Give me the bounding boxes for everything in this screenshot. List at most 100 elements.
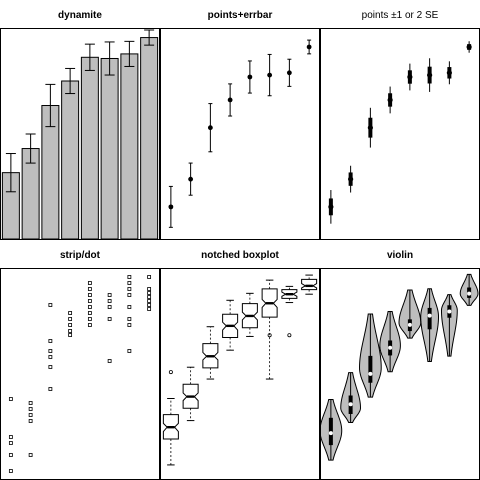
violin-median-point-group-2 — [348, 402, 353, 407]
mean-point-group-4 — [387, 97, 393, 103]
strip-point-group-3 — [48, 339, 53, 343]
strip-point-group-8 — [147, 291, 152, 295]
strip-point-group-1 — [8, 441, 13, 445]
violin-median-point-group-8 — [467, 291, 472, 296]
strip-point-group-5 — [87, 323, 92, 327]
strip-point-group-3 — [48, 365, 53, 369]
strip-point-group-7 — [127, 275, 132, 279]
strip-point-group-8 — [147, 303, 152, 307]
mean-point-group-5 — [407, 74, 413, 80]
strip-point-group-4 — [68, 333, 73, 337]
strip-point-group-1 — [8, 469, 13, 473]
strip-point-group-2 — [28, 407, 33, 411]
strip-point-group-6 — [107, 293, 112, 297]
bar-group-4 — [61, 80, 80, 240]
strip-point-group-4 — [68, 317, 73, 321]
plot-area-points-se — [328, 41, 472, 224]
strip-point-group-5 — [87, 293, 92, 297]
plot-area-dynamite — [1, 29, 159, 240]
strip-point-group-8 — [147, 307, 152, 311]
strip-point-group-4 — [68, 311, 73, 315]
strip-point-group-4 — [68, 323, 73, 327]
strip-point-group-7 — [127, 287, 132, 291]
panel-title-dynamite: dynamite — [58, 10, 102, 21]
mean-point-group-1 — [328, 204, 334, 210]
strip-point-group-3 — [48, 349, 53, 353]
strip-point-group-7 — [127, 323, 132, 327]
panel-title-points-errbar: points+errbar — [208, 10, 273, 21]
mean-point-group-6 — [267, 72, 273, 78]
strip-point-group-8 — [147, 275, 152, 279]
plot-area-notched-boxplot — [162, 274, 318, 466]
strip-point-group-8 — [147, 299, 152, 303]
bar-group-5 — [80, 56, 99, 240]
outlier-point-group-7 — [287, 333, 292, 338]
violin-median-point-group-3 — [368, 371, 373, 376]
strip-point-group-4 — [68, 329, 73, 333]
mean-point-group-6 — [427, 72, 433, 78]
strip-point-group-6 — [107, 305, 112, 309]
strip-point-group-8 — [147, 287, 152, 291]
strip-point-group-7 — [127, 293, 132, 297]
strip-point-group-2 — [28, 401, 33, 405]
strip-point-group-5 — [87, 305, 92, 309]
strip-point-group-3 — [48, 303, 53, 307]
strip-point-group-8 — [147, 295, 152, 299]
strip-point-group-6 — [107, 299, 112, 303]
strip-point-group-2 — [28, 413, 33, 417]
mean-point-group-4 — [227, 97, 233, 103]
strip-point-group-3 — [48, 387, 53, 391]
outlier-point-group-1 — [168, 370, 173, 375]
panel-dynamite: dynamite — [0, 10, 160, 240]
strip-point-group-3 — [48, 355, 53, 359]
panel-points-errbar: points+errbar — [160, 10, 320, 240]
panel-title-notched-boxplot: notched boxplot — [201, 250, 279, 261]
panel-frame — [0, 28, 160, 240]
panel-points-se: points ±1 or 2 SE — [320, 10, 480, 240]
bar-group-8 — [140, 37, 159, 240]
violin-median-point-group-4 — [388, 345, 393, 350]
strip-point-group-1 — [8, 435, 13, 439]
violin-median-point-group-1 — [328, 431, 333, 436]
strip-point-group-5 — [87, 281, 92, 285]
mean-point-group-8 — [306, 44, 312, 50]
mean-point-group-7 — [446, 70, 452, 76]
plot-area-violin — [319, 273, 479, 461]
box-group-8 — [301, 278, 318, 291]
outlier-point-group-6 — [267, 333, 272, 338]
strip-point-group-6 — [107, 317, 112, 321]
mean-point-group-7 — [286, 70, 292, 76]
mean-point-group-2 — [188, 176, 194, 182]
mean-point-group-1 — [168, 204, 174, 210]
violin-median-point-group-7 — [447, 309, 452, 314]
strip-point-group-1 — [8, 453, 13, 457]
strip-point-group-5 — [87, 317, 92, 321]
panel-title-strip-dot: strip/dot — [60, 250, 101, 261]
strip-point-group-5 — [87, 299, 92, 303]
mean-point-group-5 — [247, 74, 253, 80]
strip-point-group-1 — [8, 397, 13, 401]
strip-point-group-2 — [28, 419, 33, 423]
mean-point-group-3 — [367, 125, 373, 131]
plot-area-strip-dot — [8, 275, 152, 473]
panel-title-points-se: points ±1 or 2 SE — [362, 10, 439, 21]
violin-median-point-group-5 — [407, 322, 412, 327]
bar-group-6 — [100, 57, 119, 240]
strip-point-group-5 — [87, 311, 92, 315]
strip-point-group-7 — [127, 305, 132, 309]
panel-title-violin: violin — [387, 250, 413, 261]
strip-point-group-2 — [28, 453, 33, 457]
mean-point-group-8 — [466, 44, 472, 50]
strip-point-group-7 — [127, 317, 132, 321]
strip-point-group-5 — [87, 287, 92, 291]
plot-area-points-errbar — [168, 39, 312, 228]
violin-median-point-group-6 — [427, 313, 432, 318]
mean-point-group-2 — [348, 176, 354, 182]
bar-group-7 — [120, 53, 139, 240]
mean-point-group-3 — [207, 125, 213, 131]
panel-frame — [160, 28, 320, 240]
strip-point-group-7 — [127, 349, 132, 353]
strip-point-group-6 — [107, 359, 112, 363]
strip-point-group-7 — [127, 281, 132, 285]
